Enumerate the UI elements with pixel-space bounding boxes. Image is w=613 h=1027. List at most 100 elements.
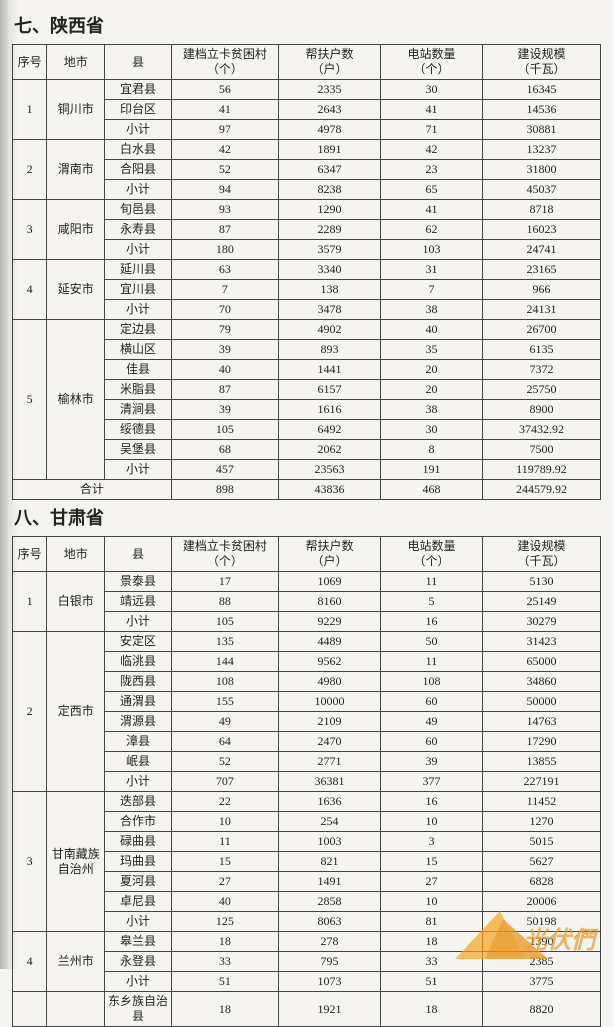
value-cell: 5 [381, 592, 483, 612]
value-cell: 1003 [279, 832, 381, 852]
county-cell: 米脂县 [105, 380, 172, 400]
table-row: 3甘南藏族自治州迭部县2216361611452 [13, 792, 601, 812]
county-cell: 漳县 [105, 732, 172, 752]
value-cell: 1073 [279, 972, 381, 992]
value-cell: 93 [171, 200, 278, 220]
value-cell: 7372 [482, 360, 600, 380]
city-cell: 甘南藏族自治州 [47, 792, 105, 932]
value-cell: 30881 [482, 120, 600, 140]
value-cell: 5015 [482, 832, 600, 852]
value-cell: 4980 [279, 672, 381, 692]
value-cell: 31 [381, 260, 483, 280]
total-value-cell: 898 [171, 480, 278, 500]
seq-cell: 2 [13, 632, 47, 792]
county-cell: 夏河县 [105, 872, 172, 892]
data-table: 序号地市县建档立卡贫困村（个）帮扶户数（户）电站数量（个）建设规模（千瓦）1铜川… [12, 44, 601, 500]
value-cell: 2470 [279, 732, 381, 752]
value-cell: 16 [381, 792, 483, 812]
value-cell: 7 [171, 280, 278, 300]
value-cell: 51 [171, 972, 278, 992]
value-cell: 52 [171, 752, 278, 772]
table-row: 2渭南市白水县4218914213237 [13, 140, 601, 160]
value-cell: 1891 [279, 140, 381, 160]
value-cell: 8900 [482, 400, 600, 420]
value-cell: 1441 [279, 360, 381, 380]
value-cell: 18 [171, 992, 278, 1027]
value-cell: 15 [171, 852, 278, 872]
table-row: 5榆林市定边县7949024026700 [13, 320, 601, 340]
table-header-cell: 地市 [47, 537, 105, 572]
value-cell: 8238 [279, 180, 381, 200]
city-cell [47, 992, 105, 1027]
value-cell: 15 [381, 852, 483, 872]
value-cell: 821 [279, 852, 381, 872]
table-row: 1白银市景泰县171069115130 [13, 572, 601, 592]
value-cell: 10 [171, 812, 278, 832]
value-cell: 25149 [482, 592, 600, 612]
value-cell: 10 [381, 892, 483, 912]
county-cell: 小计 [105, 120, 172, 140]
seq-cell: 5 [13, 320, 47, 480]
value-cell: 457 [171, 460, 278, 480]
county-cell: 小计 [105, 180, 172, 200]
value-cell: 30 [381, 80, 483, 100]
county-cell: 皋兰县 [105, 932, 172, 952]
value-cell: 155 [171, 692, 278, 712]
table-header-row: 序号地市县建档立卡贫困村（个）帮扶户数（户）电站数量（个）建设规模（千瓦） [13, 537, 601, 572]
value-cell: 60 [381, 692, 483, 712]
value-cell: 11 [381, 572, 483, 592]
value-cell: 88 [171, 592, 278, 612]
value-cell: 254 [279, 812, 381, 832]
value-cell: 3775 [482, 972, 600, 992]
value-cell: 191 [381, 460, 483, 480]
table-header-cell: 电站数量（个） [381, 537, 483, 572]
value-cell: 40 [381, 320, 483, 340]
county-cell: 清涧县 [105, 400, 172, 420]
value-cell: 16345 [482, 80, 600, 100]
city-cell: 咸阳市 [47, 200, 105, 260]
value-cell: 2062 [279, 440, 381, 460]
county-cell: 碌曲县 [105, 832, 172, 852]
value-cell: 41 [171, 100, 278, 120]
value-cell: 1636 [279, 792, 381, 812]
county-cell: 陇西县 [105, 672, 172, 692]
value-cell: 1270 [482, 812, 600, 832]
value-cell: 11 [381, 652, 483, 672]
value-cell: 87 [171, 380, 278, 400]
value-cell: 41 [381, 200, 483, 220]
value-cell: 4978 [279, 120, 381, 140]
value-cell: 6492 [279, 420, 381, 440]
value-cell: 144 [171, 652, 278, 672]
county-cell: 小计 [105, 912, 172, 932]
value-cell: 26700 [482, 320, 600, 340]
city-cell: 渭南市 [47, 140, 105, 200]
value-cell: 16023 [482, 220, 600, 240]
table-total-row: 合计89843836468244579.92 [13, 480, 601, 500]
value-cell: 36381 [279, 772, 381, 792]
value-cell: 27 [381, 872, 483, 892]
county-cell: 印台区 [105, 100, 172, 120]
county-cell: 延川县 [105, 260, 172, 280]
seq-cell: 1 [13, 80, 47, 140]
total-value-cell: 244579.92 [482, 480, 600, 500]
value-cell: 39 [171, 400, 278, 420]
value-cell: 71 [381, 120, 483, 140]
county-cell: 小计 [105, 772, 172, 792]
value-cell: 3579 [279, 240, 381, 260]
city-cell: 白银市 [47, 572, 105, 632]
value-cell: 20006 [482, 892, 600, 912]
value-cell: 1921 [279, 992, 381, 1027]
value-cell: 79 [171, 320, 278, 340]
value-cell: 20 [381, 380, 483, 400]
value-cell: 56 [171, 80, 278, 100]
data-table: 序号地市县建档立卡贫困村（个）帮扶户数（户）电站数量（个）建设规模（千瓦）1白银… [12, 536, 601, 1027]
value-cell: 14536 [482, 100, 600, 120]
value-cell: 24741 [482, 240, 600, 260]
value-cell: 81 [381, 912, 483, 932]
county-cell: 合作市 [105, 812, 172, 832]
county-cell: 宜川县 [105, 280, 172, 300]
county-cell: 渭源县 [105, 712, 172, 732]
value-cell: 1069 [279, 572, 381, 592]
table-header-row: 序号地市县建档立卡贫困村（个）帮扶户数（户）电站数量（个）建设规模（千瓦） [13, 45, 601, 80]
value-cell: 3 [381, 832, 483, 852]
